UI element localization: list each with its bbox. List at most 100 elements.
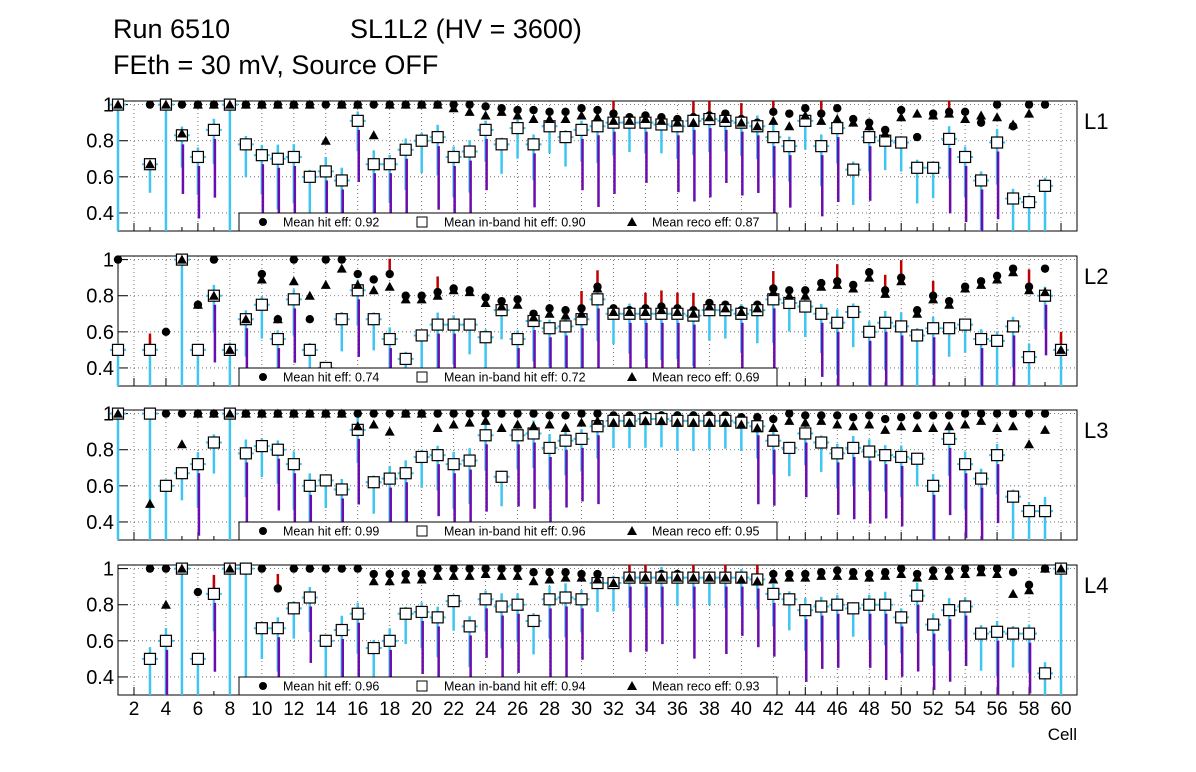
l2-reco-point — [848, 283, 859, 293]
l4-inband-point — [895, 611, 908, 624]
l3-reco-point — [368, 419, 379, 429]
l4-inband-point — [239, 562, 252, 575]
l1-reco-point — [304, 99, 315, 109]
x-tick-label: 14 — [315, 699, 337, 720]
l2-inband-point — [591, 293, 604, 306]
l3-inband-point — [799, 427, 812, 440]
l1-inband-point — [1022, 196, 1036, 209]
l1-hit-point — [529, 105, 538, 115]
l4-inband-point — [847, 602, 860, 615]
l2-ytick-label: 1 — [103, 250, 114, 272]
l4-legend-inband-label: Mean in-band hit eff: 0.94 — [444, 680, 586, 694]
l4-inband-point — [974, 627, 988, 640]
x-tick-label: 2 — [129, 699, 140, 720]
l3-reco-point — [976, 415, 987, 425]
l1-hit-point — [1024, 100, 1034, 109]
l4-hit-point — [433, 564, 442, 573]
l3-inband-point — [543, 441, 556, 455]
l1-hit-point — [545, 107, 554, 117]
l2-inband-point — [415, 329, 428, 342]
l3-inband-point — [831, 447, 844, 460]
l3-inband-point — [575, 432, 588, 445]
l1-reco-point — [816, 115, 827, 125]
l1-reco-point — [736, 117, 747, 127]
l1-reco-point — [992, 112, 1003, 122]
l2-legend-hit-label: Mean hit eff: 0.74 — [283, 371, 379, 385]
l4-inband-point — [351, 607, 364, 620]
l2-reco-point — [240, 314, 251, 324]
l3-hit-point — [960, 409, 970, 418]
l3-inband-point — [479, 429, 492, 442]
l1-inband-point — [1038, 179, 1052, 192]
l1-inband-point — [431, 131, 444, 144]
l4-hit-point — [529, 568, 538, 577]
l4-reco-point — [896, 569, 907, 579]
l2-reco-point — [480, 297, 491, 307]
l1-hit-point — [992, 100, 1002, 109]
l2-hit-point — [865, 268, 874, 277]
l1-reco-point — [832, 114, 843, 124]
l2-reco-point — [416, 294, 427, 304]
l3-inband-point — [943, 432, 956, 445]
x-tick-label: 20 — [411, 699, 432, 720]
l1-reco-point — [464, 106, 475, 116]
l1-reco-point — [960, 114, 971, 124]
l1-hit-point — [609, 109, 618, 118]
l2-reco-point — [528, 312, 539, 322]
l2-reco-point — [1040, 287, 1051, 297]
l4-inband-point — [479, 593, 492, 606]
l4-inband-point — [399, 607, 412, 620]
l4-hit-point — [992, 564, 1002, 573]
l3-inband-point — [895, 450, 908, 464]
l2-hit-point — [289, 255, 299, 264]
l1-ytick-label: 0.6 — [86, 167, 114, 189]
l3-ytick-label: 1 — [103, 404, 114, 426]
x-tick-label: 30 — [571, 699, 592, 720]
x-tick-label: 10 — [251, 699, 272, 720]
l1-hit-point — [833, 104, 842, 113]
l1-hit-point — [960, 107, 970, 117]
l2-reco-point — [880, 288, 891, 298]
l2-reco-point — [208, 290, 219, 300]
l2-reco-point — [336, 263, 347, 273]
l2-inband-point — [559, 320, 572, 333]
l2-reco-point — [688, 308, 699, 318]
l4-reco-point — [800, 572, 811, 582]
l4-reco-point — [464, 570, 475, 580]
l2-reco-point — [672, 306, 683, 316]
l3-hit-point — [577, 409, 586, 418]
l1-reco-point — [880, 128, 891, 138]
x-tick-label: 22 — [443, 699, 464, 720]
l4-hit-point — [497, 564, 506, 573]
l3-inband-point — [191, 458, 205, 471]
l4-reco-point — [720, 572, 731, 582]
l3-reco-point — [896, 421, 907, 431]
l3-hit-point — [481, 409, 490, 418]
l4-hit-point — [337, 564, 346, 573]
l3-reco-point — [512, 419, 523, 429]
l1-reco-point — [656, 115, 667, 125]
l3-inband-point — [367, 476, 380, 489]
l4-reco-point — [848, 570, 859, 580]
x-tick-label: 32 — [603, 699, 624, 720]
x-tick-label: 44 — [795, 699, 817, 720]
l1-inband-point — [511, 121, 524, 135]
l4-inband-point — [255, 622, 268, 635]
l4-reco-point — [400, 574, 411, 584]
l3-reco-point — [240, 408, 251, 418]
l2-legend-box — [238, 367, 778, 387]
l1-reco-point — [160, 99, 171, 109]
l2-hit-point — [577, 304, 586, 313]
l2-hit-point — [1040, 264, 1050, 273]
l3-reco-point — [704, 417, 715, 427]
l3-hit-point — [785, 409, 794, 418]
l3-hit-point — [529, 409, 538, 418]
l3-reco-point — [832, 419, 843, 429]
l2-legend-reco-marker — [627, 372, 637, 381]
l2-hit-point — [385, 269, 394, 279]
l1-reco-point — [848, 117, 859, 127]
l3-reco-point — [800, 417, 811, 427]
l1-inband-point — [191, 150, 205, 164]
l1-inband-point — [415, 134, 428, 147]
l3-inband-point — [990, 449, 1004, 462]
